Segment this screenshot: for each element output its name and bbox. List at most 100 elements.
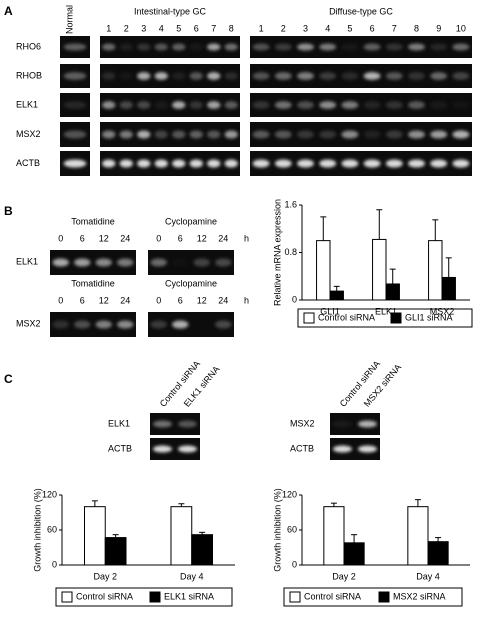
band <box>74 320 91 329</box>
band <box>52 258 69 267</box>
gene-label: ACTB <box>108 443 132 453</box>
gene-label: RHOB <box>16 70 42 80</box>
y-tick-label: 0 <box>52 559 57 569</box>
band <box>52 320 69 329</box>
lane-number: 6 <box>194 23 199 33</box>
band <box>102 43 116 51</box>
lane-number: 3 <box>303 23 308 33</box>
band <box>408 159 425 168</box>
band <box>363 72 381 80</box>
band <box>207 101 221 109</box>
band <box>341 159 359 168</box>
legend-swatch <box>289 591 301 603</box>
treatment-label: Tomatidine <box>71 278 115 288</box>
treatment-label: Cyclopamine <box>165 278 217 288</box>
band <box>363 130 381 139</box>
band <box>153 445 172 453</box>
band <box>363 43 381 51</box>
band <box>408 130 425 139</box>
band <box>319 159 337 168</box>
band <box>341 101 359 109</box>
band <box>95 258 112 267</box>
time-label: 12 <box>197 233 207 243</box>
unit-label: h <box>244 233 249 243</box>
legend-label: ELK1 siRNA <box>164 591 214 601</box>
legend-swatch <box>61 591 73 603</box>
time-label: 6 <box>80 233 85 243</box>
band <box>341 72 359 80</box>
lane-number: 5 <box>347 23 352 33</box>
time-label: 0 <box>156 233 161 243</box>
y-tick-label: 1.6 <box>284 199 297 209</box>
band <box>137 72 151 80</box>
band <box>194 321 210 329</box>
lane-number: 9 <box>436 23 441 33</box>
bar <box>191 534 214 566</box>
band <box>408 72 425 80</box>
gene-label: MSX2 <box>290 418 315 428</box>
lane-number: 7 <box>211 23 216 33</box>
band <box>341 130 359 139</box>
band <box>207 43 221 51</box>
band <box>363 159 381 168</box>
panel-label: A <box>4 4 13 18</box>
group-label: Intestinal-type GC <box>134 6 207 16</box>
band <box>189 101 203 109</box>
x-tick-label: MSX2 <box>430 306 455 316</box>
band <box>102 130 116 139</box>
band <box>193 258 210 267</box>
band <box>252 130 270 139</box>
band <box>137 159 151 168</box>
band <box>95 320 112 329</box>
y-tick-label: 0.8 <box>284 247 297 257</box>
band <box>274 43 292 51</box>
unit-label: h <box>244 295 249 305</box>
band <box>452 43 470 51</box>
band <box>189 130 203 139</box>
band <box>358 445 377 453</box>
band <box>385 159 403 168</box>
band <box>252 72 270 80</box>
bar <box>323 506 345 566</box>
y-tick-label: 60 <box>47 524 57 534</box>
x-tick-label: Day 2 <box>93 571 117 581</box>
band <box>252 159 270 168</box>
band <box>452 130 470 139</box>
band <box>102 159 116 168</box>
lane-number: 5 <box>176 23 181 33</box>
band <box>297 101 314 109</box>
x-tick-label: Day 2 <box>332 571 356 581</box>
x-tick-label: Day 4 <box>416 571 440 581</box>
group-label: Diffuse-type GC <box>329 6 393 16</box>
gel <box>150 438 200 460</box>
bar <box>427 541 449 566</box>
band <box>178 420 197 428</box>
legend-swatch <box>303 312 315 324</box>
gene-label: RHO6 <box>16 41 41 51</box>
gel <box>330 438 380 460</box>
y-tick-label: 0 <box>292 559 297 569</box>
legend-label: Control siRNA <box>318 312 375 322</box>
bar <box>385 283 400 301</box>
band <box>215 320 232 329</box>
band <box>154 159 168 168</box>
band <box>172 130 186 139</box>
lane-number: 8 <box>414 23 419 33</box>
gene-label: ELK1 <box>16 256 38 266</box>
gene-label: ELK1 <box>108 418 130 428</box>
time-label: 12 <box>99 295 109 305</box>
band <box>63 72 87 80</box>
band <box>119 43 133 51</box>
bar <box>428 240 443 301</box>
x-tick-label: GLI1 <box>320 306 340 316</box>
band <box>207 72 221 80</box>
lane-number: 2 <box>124 23 129 33</box>
gel <box>150 413 200 435</box>
band <box>297 72 314 80</box>
legend-label: Control siRNA <box>76 591 133 601</box>
time-label: 0 <box>58 295 63 305</box>
y-axis-label: Growth inhibition (%) <box>272 488 282 572</box>
band <box>119 72 133 80</box>
band <box>215 258 232 267</box>
